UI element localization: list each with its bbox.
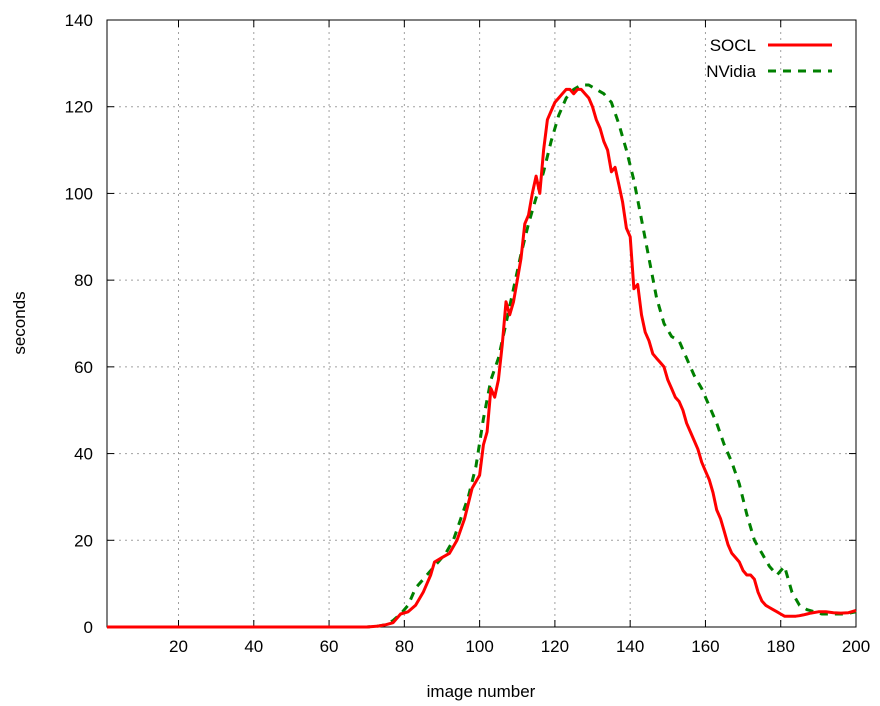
y-tick-label: 120 (65, 98, 93, 117)
series-line-socl (107, 87, 857, 629)
x-tick-label: 120 (541, 637, 569, 656)
x-tick-label: 200 (842, 637, 870, 656)
x-tick-label: 100 (465, 637, 493, 656)
series-line-nvidia (107, 83, 857, 629)
x-axis-title: image number (427, 682, 536, 701)
x-tick-label: 20 (169, 637, 188, 656)
legend-label-socl: SOCL (710, 36, 756, 55)
legend: SOCL NVidia (706, 36, 832, 81)
x-tick-label: 140 (616, 637, 644, 656)
y-tick-label: 80 (74, 271, 93, 290)
y-tick-label: 140 (65, 11, 93, 30)
x-axis-tick-labels: 20 40 60 80 100 120 140 160 180 200 (169, 637, 870, 656)
y-tick-label: 100 (65, 184, 93, 203)
x-tick-label: 80 (395, 637, 414, 656)
axis-ticks (107, 19, 857, 628)
x-tick-label: 40 (244, 637, 263, 656)
y-axis-tick-labels: 0 20 40 60 80 100 120 140 (65, 11, 93, 637)
y-tick-label: 60 (74, 358, 93, 377)
y-axis-title: seconds (10, 291, 29, 354)
y-tick-label: 20 (74, 531, 93, 550)
y-tick-label: 0 (84, 618, 93, 637)
grid-lines (107, 20, 856, 627)
x-tick-label: 180 (767, 637, 795, 656)
x-tick-label: 160 (691, 637, 719, 656)
y-tick-label: 40 (74, 445, 93, 464)
plot-frame (106, 19, 857, 628)
legend-label-nvidia: NVidia (706, 62, 756, 81)
x-tick-label: 60 (320, 637, 339, 656)
series-lines (107, 83, 857, 629)
